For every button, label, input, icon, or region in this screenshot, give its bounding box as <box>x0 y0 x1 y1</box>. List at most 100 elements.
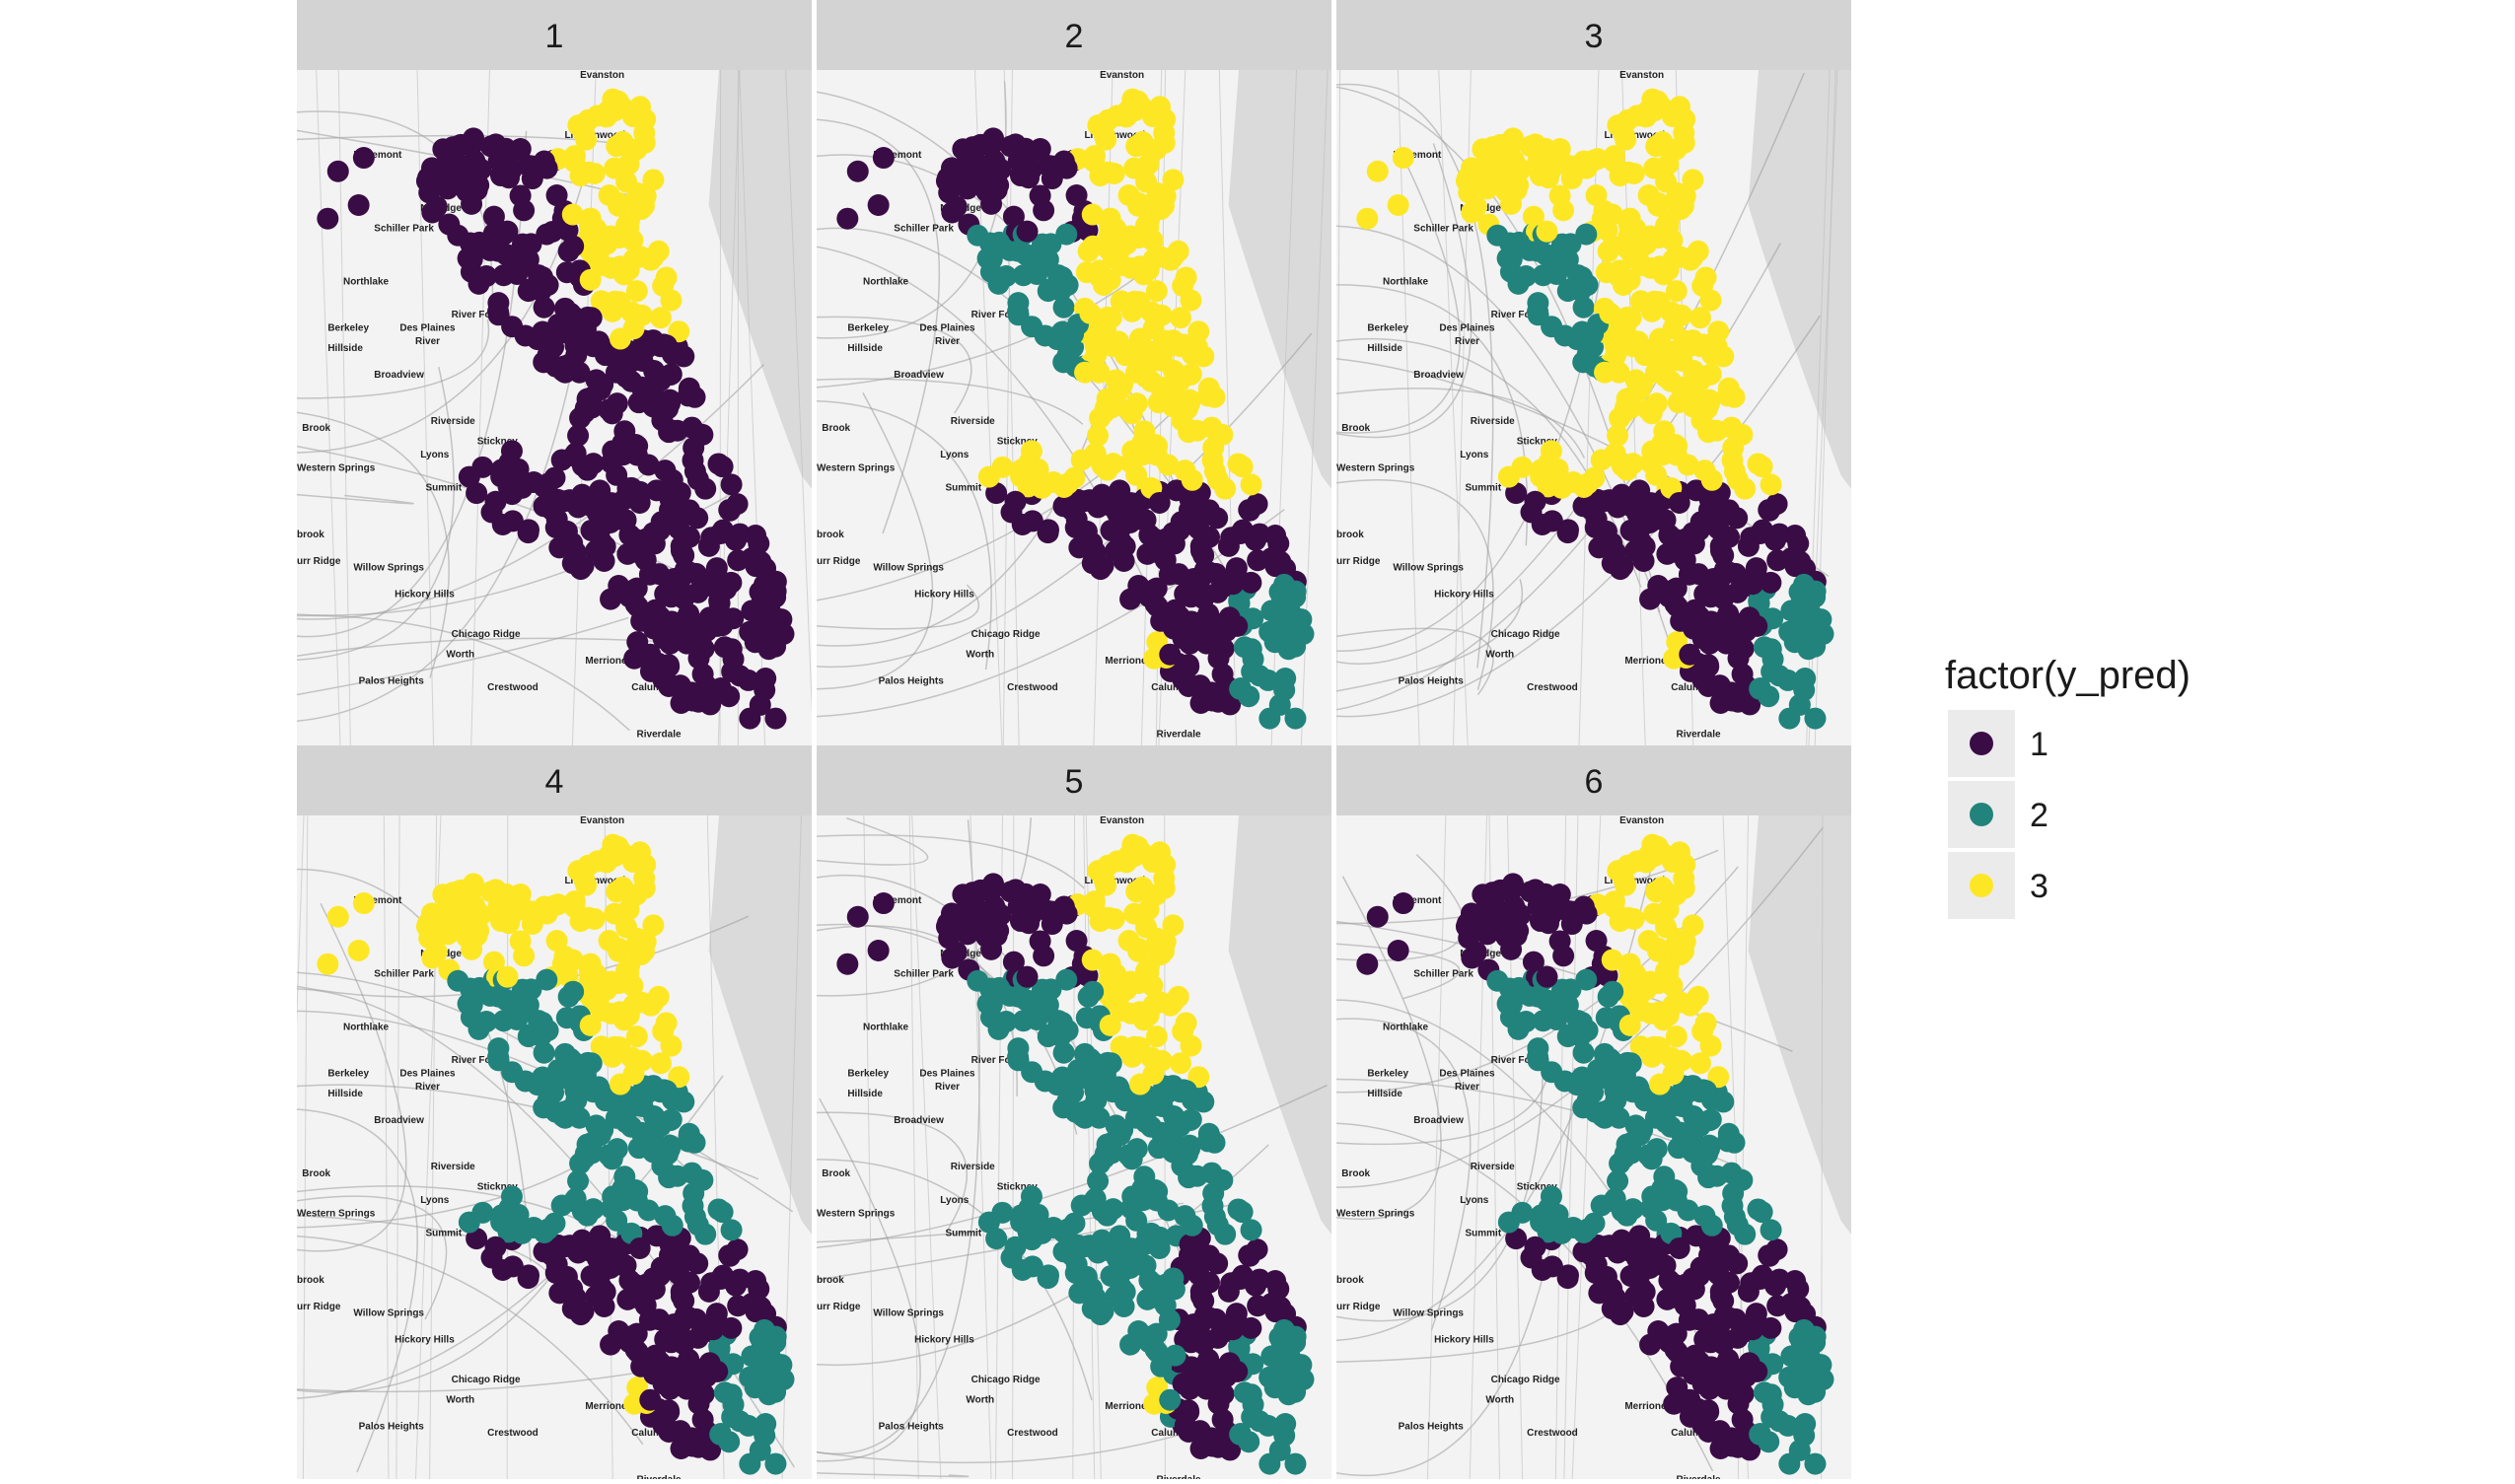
cluster-point <box>1120 492 1142 514</box>
cluster-point <box>673 1333 694 1355</box>
cluster-point <box>1085 1188 1107 1210</box>
cluster-point <box>1641 1185 1663 1207</box>
cluster-point <box>1284 1453 1306 1475</box>
cluster-point <box>465 897 486 919</box>
cluster-point <box>1695 1080 1717 1101</box>
cluster-point <box>615 215 637 237</box>
cluster-point <box>613 1009 635 1030</box>
cluster-point <box>1463 912 1484 934</box>
cluster-point <box>1090 910 1112 932</box>
cluster-point <box>984 897 1006 919</box>
cluster-point <box>1082 204 1104 226</box>
basemap-label: Des Plaines <box>919 323 975 334</box>
cluster-point <box>348 940 370 961</box>
cluster-point <box>1017 966 1039 988</box>
cluster-point <box>1143 528 1165 549</box>
cluster-point <box>1671 1050 1692 1072</box>
cluster-point <box>1249 665 1270 686</box>
cluster-point <box>1211 1169 1233 1191</box>
cluster-point <box>1266 1376 1288 1397</box>
cluster-point <box>1605 1188 1626 1210</box>
cluster-point <box>1689 307 1711 328</box>
cluster-point <box>1667 182 1689 204</box>
cluster-point <box>1120 1237 1142 1259</box>
cluster-point <box>1284 708 1306 730</box>
cluster-point <box>978 466 1000 488</box>
cluster-point <box>708 453 730 474</box>
cluster-point <box>721 473 743 495</box>
cluster-point <box>570 910 592 932</box>
cluster-point <box>1695 334 1717 356</box>
facet-panel-2: 2EvanstonLincolnwoodRosemontNorridgeSchi… <box>817 0 1331 745</box>
cluster-point <box>1135 960 1157 982</box>
basemap-label: River <box>1455 336 1479 347</box>
cluster-point <box>629 492 651 514</box>
cluster-point <box>465 152 486 174</box>
cluster-point <box>1008 304 1030 325</box>
cluster-point <box>1461 201 1482 223</box>
cluster-point <box>1727 1214 1749 1236</box>
cluster-point <box>1017 221 1039 243</box>
basemap-label: Evanston <box>1100 815 1144 826</box>
cluster-point <box>608 941 629 962</box>
cluster-point <box>1094 124 1115 146</box>
cluster-point <box>1057 1090 1079 1111</box>
cluster-point <box>610 1074 631 1095</box>
cluster-point <box>1393 892 1414 914</box>
cluster-point <box>458 993 479 1015</box>
cluster-point <box>1504 152 1526 174</box>
cluster-point <box>1108 330 1129 352</box>
cluster-point <box>747 1376 768 1397</box>
cluster-point <box>1204 387 1226 408</box>
cluster-point <box>1100 1015 1121 1036</box>
basemap-label: Broadview <box>894 1115 944 1126</box>
cluster-point <box>681 681 702 703</box>
cluster-point <box>1021 1185 1042 1207</box>
cluster-point <box>1079 303 1101 324</box>
basemap-label: Lyons <box>940 450 970 460</box>
cluster-point <box>720 1317 742 1339</box>
cluster-point <box>710 677 732 699</box>
cluster-point <box>1367 906 1389 928</box>
cluster-point <box>1198 1272 1220 1294</box>
cluster-point <box>574 401 596 423</box>
cluster-point <box>543 1213 565 1235</box>
cluster-point <box>1155 1295 1177 1316</box>
cluster-point <box>542 1069 564 1091</box>
cluster-point <box>554 1236 576 1257</box>
cluster-point <box>1768 665 1790 686</box>
cluster-point <box>1482 882 1504 903</box>
cluster-point <box>1682 522 1703 543</box>
cluster-point <box>602 1185 623 1207</box>
cluster-point <box>1135 509 1157 530</box>
legend-key-2 <box>1970 803 1993 826</box>
cluster-point <box>1637 398 1659 420</box>
basemap-label: Lyons <box>1460 1195 1489 1206</box>
cluster-point <box>600 1334 621 1356</box>
cluster-point <box>729 1410 751 1432</box>
cluster-point <box>1157 454 1179 475</box>
basemap-label: Willow Springs <box>353 563 424 574</box>
cluster-point <box>1651 877 1673 898</box>
cluster-point <box>719 1245 741 1267</box>
cluster-point <box>1063 467 1085 489</box>
basemap-label: Western Springs <box>817 462 896 473</box>
cluster-point <box>651 1155 673 1176</box>
cluster-point <box>1155 549 1177 571</box>
cluster-point <box>497 221 519 243</box>
legend-label-1: 1 <box>2030 726 2048 763</box>
cluster-point <box>1145 594 1167 615</box>
cluster-point <box>574 870 596 891</box>
cluster-point <box>1133 420 1155 442</box>
cluster-point <box>772 623 794 645</box>
facet-map-4: EvanstonLincolnwoodRosemontNorridgeSchil… <box>280 815 812 1479</box>
basemap-label: Crestwood <box>1527 1428 1578 1439</box>
cluster-point <box>1614 401 1635 423</box>
cluster-point <box>530 901 551 923</box>
cluster-point <box>1640 1237 1662 1259</box>
cluster-point <box>1057 344 1079 366</box>
cluster-point <box>1168 241 1189 262</box>
cluster-point <box>1665 1339 1687 1361</box>
cluster-point <box>1090 165 1112 186</box>
facet-map-6: EvanstonLincolnwoodRosemontNorridgeSchil… <box>1336 815 1851 1479</box>
